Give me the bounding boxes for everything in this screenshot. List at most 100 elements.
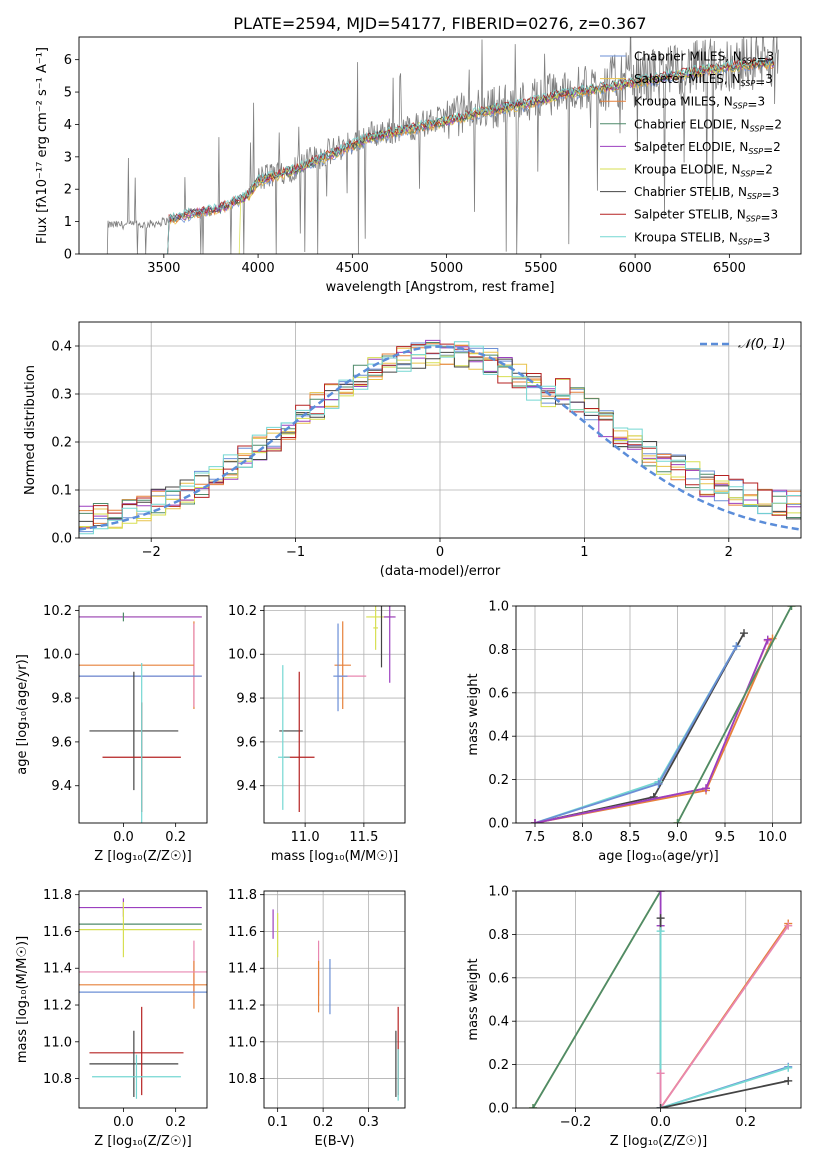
legend-nssp-subscript: SSP <box>742 57 757 66</box>
plot-area <box>79 898 207 1099</box>
chart-title: PLATE=2594, MJD=54177, FIBERID=0276, z=0… <box>233 14 646 33</box>
legend-series-name: Salpeter ELODIE <box>634 140 732 154</box>
y-tick-label: 4 <box>64 118 72 133</box>
y-tick-label: 11.8 <box>43 888 72 903</box>
y-tick-label: 10.2 <box>43 604 72 619</box>
y-tick-label: 0.2 <box>51 436 72 451</box>
weight-line <box>660 1067 789 1108</box>
y-tick-label: 9.8 <box>236 692 257 707</box>
legend-series-name: Kroupa ELODIE <box>634 163 724 177</box>
axes-frame <box>263 890 406 1109</box>
legend-nssp-label: , N <box>732 140 749 154</box>
plus-marker <box>656 914 665 923</box>
y-tick-label: 0.6 <box>488 971 509 986</box>
y-tick-label: 11.8 <box>228 888 257 903</box>
x-tick-label: 0.2 <box>735 1115 756 1130</box>
axes-frame <box>515 605 802 824</box>
errorbar-point <box>373 606 378 650</box>
legend-equals: = <box>756 53 766 67</box>
legend-nssp-subscript: SSP <box>741 79 756 88</box>
x-tick-label: 6500 <box>713 261 746 276</box>
x-tick-label: 4000 <box>242 261 275 276</box>
axes-frame <box>263 605 406 824</box>
y-tick-label: 9.4 <box>236 779 257 794</box>
y-tick-label: 10.2 <box>228 604 257 619</box>
y-tick-label: 11.2 <box>43 999 72 1014</box>
weight-line <box>534 632 745 823</box>
y-tick-label: 9.6 <box>51 735 72 750</box>
errorbar-point <box>79 902 202 958</box>
spectrum-data-line <box>106 37 779 254</box>
x-tick-label: −2 <box>142 545 161 560</box>
y-tick-label: 0.0 <box>51 532 72 547</box>
y-tick-label: 9.6 <box>236 735 257 750</box>
legend-nssp-label: , N <box>729 208 746 222</box>
plus-marker <box>702 784 710 793</box>
model-line <box>167 56 775 254</box>
y-tick-label: 11.6 <box>228 925 257 940</box>
y-tick-label: 0.8 <box>488 928 509 943</box>
plot-area <box>106 37 779 254</box>
weight-line <box>676 606 793 823</box>
legend-entry: Kroupa STELIB, NSSP=3 <box>634 230 770 247</box>
residual-histogram <box>79 341 801 535</box>
y-axis-label: Normed distribution <box>23 365 38 495</box>
y-tick-label: 11.0 <box>228 1035 257 1050</box>
x-tick-label: −1 <box>286 545 305 560</box>
y-tick-label: 11.0 <box>43 1035 72 1050</box>
plus-marker <box>656 927 665 936</box>
legend-nssp-subscript: SSP <box>748 147 763 156</box>
residual-histogram <box>79 353 801 529</box>
plot-area <box>278 606 396 813</box>
x-tick-label: 0.0 <box>113 830 134 845</box>
axes-frame <box>78 890 208 1109</box>
x-axis-label: Z [log₁₀(Z/Z☉)] <box>94 1134 191 1149</box>
plus-marker <box>787 606 796 610</box>
x-tick-label: 3500 <box>147 261 180 276</box>
legend-nssp-subscript: SSP <box>738 237 753 246</box>
y-tick-label: 9.4 <box>51 779 72 794</box>
axes-frame <box>78 605 208 824</box>
model-line <box>167 56 775 254</box>
axes-frame <box>78 321 802 539</box>
weight-line <box>534 640 769 823</box>
legend-nssp-value: 3 <box>772 185 780 199</box>
weight-line <box>660 1080 789 1108</box>
x-tick-label: 5500 <box>524 261 557 276</box>
y-tick-label: 10.0 <box>228 648 257 663</box>
y-tick-label: 9.8 <box>51 692 72 707</box>
plot-spectrum: 3500 4000 4500 5000 5500 6000 65000123456wavel… <box>35 36 802 295</box>
legend-entry: Chabrier MILES, NSSP=3 <box>634 50 774 67</box>
plot-age-vs-Z: 0.0 0.2 9.4 9.6 9.8 10.0 10.2 Z [log₁₀(Z/Z☉)] ag… <box>15 604 208 864</box>
x-axis-label: mass [log₁₀(M/M☉)] <box>271 849 398 864</box>
y-axis-label: mass [log₁₀(M/M☉)] <box>15 936 30 1063</box>
legend-nssp-subscript: SSP <box>746 215 761 224</box>
plot-mass-vs-Z: 0.0 0.2 10.8 11.0 11.2 11.4 11.6 11.8 Z [log₁₀(Z… <box>15 888 208 1149</box>
plot-area <box>529 891 793 1108</box>
legend-nssp-label: , N <box>724 72 741 86</box>
y-tick-label: 5 <box>64 86 72 101</box>
x-tick-label: 0.2 <box>165 830 186 845</box>
legend-entry: Kroupa MILES, NSSP=3 <box>634 95 765 112</box>
x-tick-label: 10.0 <box>758 830 787 845</box>
plot-area <box>79 612 202 823</box>
x-tick-label: 0.2 <box>165 1115 186 1130</box>
x-tick-label: 0.3 <box>358 1115 379 1130</box>
y-tick-label: 6 <box>64 53 72 68</box>
x-axis-label: Z [log₁₀(Z/Z☉)] <box>610 1134 707 1149</box>
weight-line <box>534 645 738 823</box>
model-line <box>167 55 775 254</box>
y-tick-label: 10.0 <box>43 648 72 663</box>
legend-entry: Chabrier ELODIE, NSSP=2 <box>634 117 782 134</box>
legend-nssp-value: 2 <box>773 140 781 154</box>
model-line <box>167 58 775 254</box>
legend-nssp-subscript: SSP <box>733 102 748 111</box>
legend-series-name: Chabrier MILES <box>634 50 725 64</box>
legend-nssp-value: 3 <box>757 95 765 109</box>
legend-nssp-label: , N <box>730 185 747 199</box>
plus-marker <box>732 642 741 651</box>
x-tick-label: 0.1 <box>267 1115 288 1130</box>
x-tick-label: 1 <box>580 545 588 560</box>
